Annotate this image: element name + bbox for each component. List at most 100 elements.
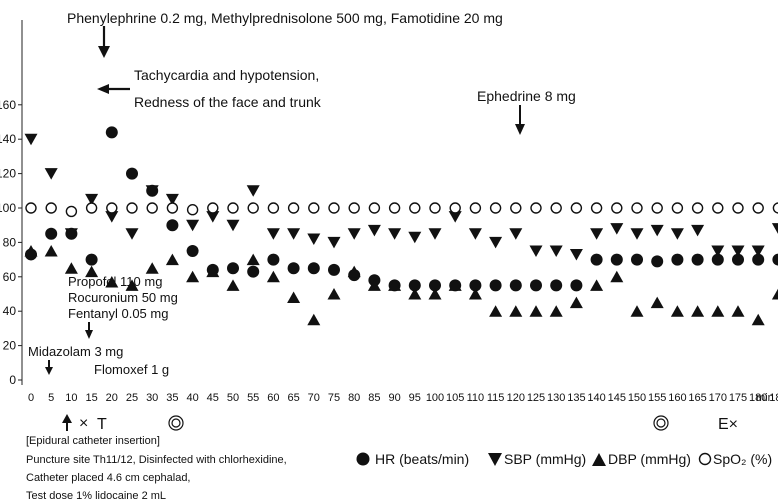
x-axis-ticks: 0 5 10 15 20 25 30 35 40 45 50 55 60 65 70 75 80 85 90 95 10… <box>28 392 778 404</box>
dbp-point <box>448 279 462 291</box>
dbp-point <box>367 279 381 291</box>
y-tick-label: 60 <box>3 270 17 284</box>
y-tick-label: 120 <box>0 167 16 181</box>
spo2-point <box>247 202 259 214</box>
spo2-point <box>651 202 663 214</box>
legend-dbp-label: DBP (mmHg) <box>608 451 691 467</box>
dbp-point <box>468 288 482 300</box>
hr-point <box>267 253 280 266</box>
sbp-point <box>44 168 58 180</box>
sbp-point <box>266 228 280 240</box>
sbp-point <box>24 133 38 146</box>
dbp-point <box>630 305 644 317</box>
sbp-point <box>186 219 200 232</box>
x-tick-label: 70 <box>308 392 320 404</box>
dbp-point <box>731 305 745 317</box>
sbp-point <box>206 211 220 223</box>
spo2-point <box>308 202 320 214</box>
x-tick-label: 115 <box>487 392 505 404</box>
dbp-point <box>226 279 240 291</box>
spo2-point <box>85 202 98 214</box>
x-tick-label: 135 <box>567 392 585 404</box>
spo2-point <box>752 202 764 214</box>
x-tick-label: 85 <box>368 392 380 404</box>
spo2-point <box>611 202 623 214</box>
x-tick-label: 20 <box>106 392 118 404</box>
ephedrine-annotation: Ephedrine 8 mg <box>477 88 576 104</box>
spo2-point <box>126 202 138 214</box>
spo2-point <box>631 202 643 214</box>
x-tick-label: 95 <box>409 392 421 404</box>
dbp-point <box>125 279 139 291</box>
spo2-point <box>368 202 381 214</box>
legend: HR (beats/min) SBP (mmHg) DBP (mmHg) SpO… <box>356 451 772 467</box>
dbp-point <box>327 288 341 300</box>
x-tick-label: 185 <box>769 392 778 404</box>
dbp-point <box>105 275 119 288</box>
epidural-up-arrow <box>62 414 72 431</box>
x-tick-label: 140 <box>587 392 605 404</box>
dbp-point <box>590 279 604 291</box>
sbp-point <box>347 228 361 240</box>
sbp-point <box>489 236 503 249</box>
dbp-point <box>287 291 301 303</box>
x-tick-label: 150 <box>628 392 646 404</box>
x-tick-label: 65 <box>287 392 299 404</box>
sbp-point <box>691 224 705 237</box>
y-axis-ticks: 0 20 40 60 80 100 120 140 160 <box>0 98 22 387</box>
hr-point <box>752 253 765 266</box>
hr-point <box>85 253 98 266</box>
x-tick-label: 15 <box>85 392 97 404</box>
x-tick-label: 35 <box>166 392 178 404</box>
legend-sbp-marker <box>488 453 502 466</box>
spo2-point <box>671 202 684 214</box>
hr-point <box>408 279 421 292</box>
hr-point <box>570 279 583 292</box>
hr-point <box>489 279 502 292</box>
x-tick-label: 175 <box>729 392 747 404</box>
x-tick-label: 10 <box>65 392 77 404</box>
spo2-point <box>570 202 583 214</box>
sbp-point <box>569 248 583 261</box>
dbp-point <box>771 288 778 300</box>
spo2-point <box>772 202 778 214</box>
sbp-point <box>408 231 422 244</box>
x-tick-label: 90 <box>388 392 400 404</box>
sbp-point <box>165 193 179 206</box>
y-tick-label: 40 <box>3 304 17 318</box>
spo2-point <box>510 202 522 214</box>
dbp-point <box>549 305 563 317</box>
spo2-point <box>45 202 57 214</box>
spo2-point <box>732 202 744 214</box>
dbp-point <box>650 296 664 309</box>
x-tick-label: 160 <box>668 392 686 404</box>
epidural-line2: Catheter placed 4.6 cm cephalad, <box>26 472 191 484</box>
hr-point <box>671 253 684 266</box>
spo2-point <box>287 202 300 214</box>
x-tick-label: 0 <box>28 392 34 404</box>
legend-spo2-label: SpO₂ (%) <box>713 451 772 467</box>
sbp-point <box>388 228 402 240</box>
x-event-mark: × <box>79 415 88 432</box>
reaction-arrow <box>97 84 130 94</box>
spo2-point <box>106 202 118 214</box>
x-tick-label: 40 <box>186 392 198 404</box>
sbp-point <box>630 228 644 240</box>
dbp-point <box>408 288 422 300</box>
sbp-point <box>246 185 260 197</box>
epidural-title: [Epidural catheter insertion] <box>26 435 160 447</box>
reaction-annotation-line2: Redness of the face and trunk <box>134 94 322 110</box>
dbp-point <box>691 305 705 317</box>
spo2-point <box>469 202 482 214</box>
spo2-point <box>712 202 724 214</box>
hr-point <box>469 279 482 292</box>
x-tick-label: 75 <box>328 392 340 404</box>
dbp-point <box>165 253 179 266</box>
sbp-point <box>509 228 523 240</box>
series-up-triangle <box>24 245 778 326</box>
dbp-point <box>266 270 280 283</box>
top-drug-arrow <box>98 26 110 58</box>
hr-point <box>429 279 441 292</box>
reaction-annotation-line1: Tachycardia and hypotension, <box>134 67 319 83</box>
y-tick-label: 80 <box>3 235 17 249</box>
